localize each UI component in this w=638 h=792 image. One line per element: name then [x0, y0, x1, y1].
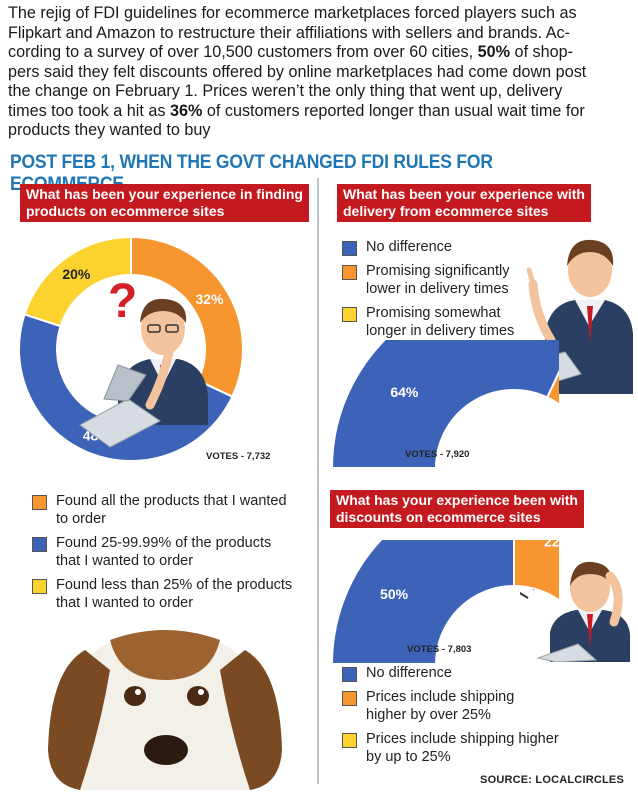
legend-item: Prices include shipping higher by up to …	[340, 730, 559, 766]
intro-line: cording to a survey of over 10,500 custo…	[8, 43, 478, 61]
slice-32pct	[130, 235, 244, 399]
legend-label: higher by over 25%	[366, 707, 491, 723]
dog-nose-icon	[144, 735, 188, 765]
legend-label: Found all the products that I wanted	[56, 493, 287, 509]
intro-line: the change on February 1. Prices weren’t…	[8, 82, 563, 100]
intro-line: The rejig of FDI guidelines for ecommerc…	[8, 4, 577, 22]
chart-3-title: What has your experience been with disco…	[330, 490, 584, 528]
chart-3-votes: VOTES - 7,803	[407, 644, 471, 655]
chart-2-title-line: What has been your experience with	[343, 186, 585, 202]
intro-line: products they wanted to buy	[8, 121, 211, 139]
man-face-icon	[141, 303, 185, 355]
chart-1-title: What has been your experience in finding…	[20, 184, 309, 222]
intro-paragraph: The rejig of FDI guidelines for ecommerc…	[8, 4, 632, 141]
chart-3-title-line: discounts on ecommerce sites	[336, 509, 541, 525]
chart-2-title-line: delivery from ecommerce sites	[343, 203, 549, 219]
chart-2-half-donut: 64%21%15% VOTES - 7,920	[330, 340, 559, 469]
intro-line: pers said they felt discounts offered by…	[8, 62, 587, 81]
legend-label: Promising significantly	[366, 263, 510, 279]
intro-line: of shop-	[510, 43, 574, 61]
legend-label: Found less than 25% of the products	[56, 577, 293, 593]
slice-64pct	[330, 340, 559, 469]
legend-label: that I wanted to order	[56, 553, 194, 569]
question-mark-icon: ?	[108, 275, 137, 328]
slice-21pct	[545, 370, 559, 406]
stressed-man-illustration	[520, 561, 630, 662]
legend-swatch-orange	[32, 495, 47, 510]
chart-3-title-line: What has your experience been with	[336, 492, 578, 508]
column-divider	[317, 178, 319, 784]
intro-line: times too took a hit as	[8, 101, 170, 120]
legend-swatch-blue	[342, 667, 357, 682]
legend-item: Found 25-99.99% of the products that I w…	[30, 534, 292, 570]
legend-label: Prices include shipping	[366, 689, 515, 705]
slice-20pct	[23, 235, 132, 328]
legend-swatch-orange	[342, 265, 357, 280]
dog-head-icon	[78, 640, 252, 790]
slice-label: 20%	[62, 266, 91, 282]
legend-item: Promising somewhat longer in delivery ti…	[340, 304, 514, 340]
chart-3-half-donut: 50%22%28% VOTES - 7,803	[330, 540, 559, 665]
chart-3-legend: No difference Prices include shipping hi…	[340, 664, 559, 766]
intro-highlight: 36%	[169, 101, 203, 120]
legend-item: Found all the products that I wanted to …	[30, 492, 292, 528]
chart-1-legend: Found all the products that I wanted to …	[30, 492, 292, 612]
chart-2-title: What has been your experience with deliv…	[337, 184, 591, 222]
legend-item: No difference	[340, 664, 559, 682]
chart-1-title-line: What has been your experience in finding	[26, 186, 303, 202]
legend-label: to order	[56, 511, 106, 527]
slice-label: 50%	[380, 586, 409, 602]
legend-label: Found 25-99.99% of the products	[56, 535, 272, 551]
legend-label: Promising somewhat	[366, 305, 501, 321]
legend-label: that I wanted to order	[56, 595, 194, 611]
chart-2-votes: VOTES - 7,920	[405, 449, 469, 460]
dog-ear-left-icon	[48, 650, 110, 790]
slice-label: 64%	[390, 384, 419, 400]
legend-swatch-orange	[342, 691, 357, 706]
laptop-icon	[79, 398, 161, 448]
legend-label: No difference	[366, 665, 452, 681]
source-credit: SOURCE: LOCALCIRCLES	[480, 774, 624, 786]
legend-swatch-yellow	[342, 307, 357, 322]
legend-item: Promising significantly lower in deliver…	[340, 262, 514, 298]
legend-label: lower in delivery times	[366, 281, 509, 297]
chart-1-votes: VOTES - 7,732	[206, 451, 270, 462]
slice-label: 22%	[544, 540, 559, 550]
intro-line: Flipkart and Amazon to restructure their…	[8, 23, 571, 42]
intro-highlight: 50%	[477, 43, 511, 61]
dog-illustration	[48, 630, 282, 790]
legend-swatch-yellow	[32, 579, 47, 594]
legend-label: Prices include shipping higher	[366, 731, 559, 747]
slice-22pct	[513, 540, 559, 602]
legend-swatch-blue	[32, 537, 47, 552]
slice-label: 32%	[196, 291, 225, 307]
chart-2-legend: No difference Promising significantly lo…	[340, 238, 514, 340]
legend-item: Prices include shipping higher by over 2…	[340, 688, 559, 724]
legend-item: No difference	[340, 238, 514, 256]
dog-ear-right-icon	[220, 650, 282, 790]
legend-label: No difference	[366, 239, 452, 255]
legend-swatch-blue	[342, 241, 357, 256]
chart-1-title-line: products on ecommerce sites	[26, 203, 225, 219]
legend-item: Found less than 25% of the products that…	[30, 576, 292, 612]
legend-label: longer in delivery times	[366, 323, 515, 339]
chart-1-donut: 32%48%20% ? VOTES - 7,732	[18, 235, 270, 462]
slice-50pct	[330, 540, 515, 665]
legend-label: by up to 25%	[366, 749, 451, 765]
confused-man-illustration: ?	[79, 275, 208, 448]
legend-swatch-yellow	[342, 733, 357, 748]
intro-line: of customers reported longer than usual …	[202, 101, 585, 120]
